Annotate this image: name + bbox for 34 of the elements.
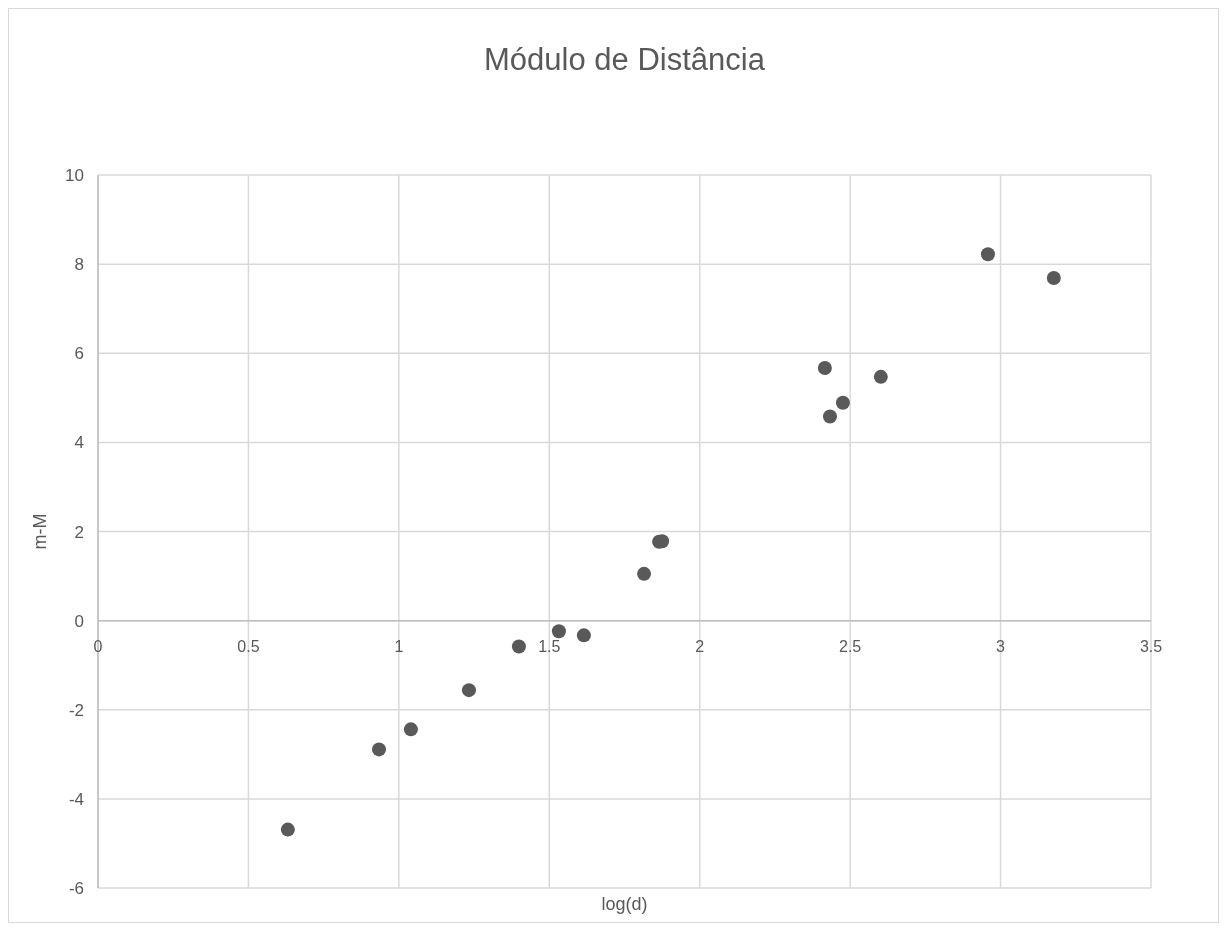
point bbox=[461, 683, 476, 698]
x-tick-label: 3.5 bbox=[1139, 637, 1163, 655]
x-tick-label: 1.5 bbox=[538, 637, 561, 655]
y-tick-label: 4 bbox=[74, 433, 84, 453]
point bbox=[372, 742, 386, 757]
point bbox=[551, 624, 566, 639]
y-tick-label: -2 bbox=[68, 700, 84, 720]
point bbox=[873, 369, 888, 384]
y-tick-label: -6 bbox=[68, 879, 84, 898]
x-tick-label: 2 bbox=[695, 637, 705, 655]
x-tick-label: 3 bbox=[996, 637, 1006, 655]
y-axis-title: m-M bbox=[30, 513, 50, 550]
point bbox=[1046, 270, 1061, 285]
point bbox=[511, 639, 526, 654]
point bbox=[817, 360, 832, 375]
x-axis-title: log(d) bbox=[601, 894, 648, 914]
y-tick-label: -4 bbox=[68, 789, 84, 809]
y-tick-label: 8 bbox=[74, 255, 84, 275]
x-tick-label: 1 bbox=[394, 637, 404, 655]
x-tick-label: 0.5 bbox=[237, 637, 260, 655]
y-tick-label: 0 bbox=[74, 611, 84, 631]
point bbox=[403, 722, 418, 737]
point bbox=[280, 822, 295, 837]
x-tick-label: 0 bbox=[93, 637, 103, 655]
chart-title: Módulo de Distância bbox=[484, 42, 766, 77]
point bbox=[576, 628, 591, 643]
point bbox=[637, 566, 652, 581]
x-tick-label: 2.5 bbox=[839, 637, 862, 655]
point bbox=[980, 247, 995, 262]
y-tick-label: 2 bbox=[74, 522, 84, 542]
point bbox=[835, 395, 850, 410]
y-tick-label: 6 bbox=[74, 344, 84, 364]
y-tick-label: 10 bbox=[65, 166, 84, 185]
point bbox=[822, 409, 837, 424]
